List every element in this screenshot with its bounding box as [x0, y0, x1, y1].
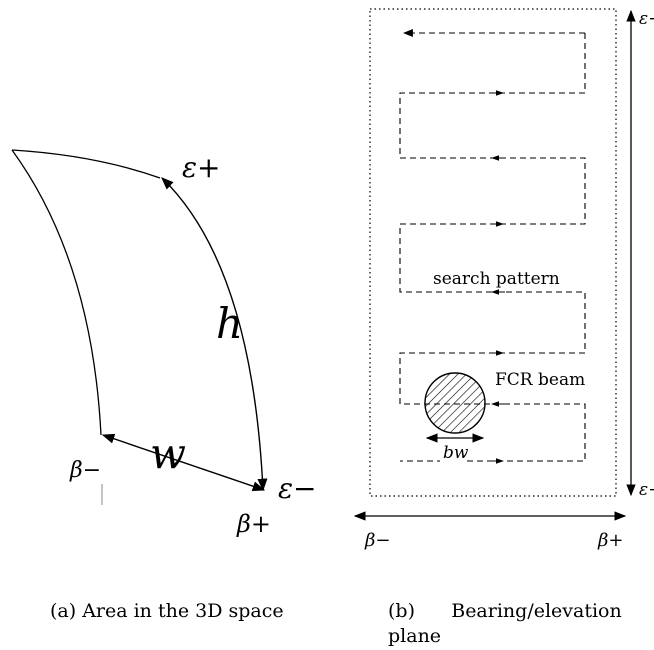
label-beta-plus-b: β+ [597, 530, 624, 551]
search-area-border [370, 9, 616, 496]
fcr-beam [425, 373, 485, 433]
label-eps-minus-b: ε− [639, 480, 654, 500]
label-eps-plus-a: ε+ [182, 151, 221, 184]
label-bw: bw [443, 443, 469, 463]
area-top-edge [12, 150, 160, 178]
caption-b-line1: (b) Bearing/elevation [388, 599, 622, 624]
label-eps-minus-a: ε− [278, 472, 317, 505]
label-h: h [216, 299, 243, 348]
area-left-edge [12, 150, 101, 435]
caption-a: (a) Area in the 3D space [50, 599, 284, 624]
label-beta-plus-a: β+ [236, 510, 271, 538]
label-w: w [150, 429, 186, 478]
label-fcr-beam: FCR beam [495, 370, 585, 390]
label-eps-plus-b: ε+ [639, 9, 654, 29]
label-beta-minus-b: β− [364, 530, 391, 551]
caption-b-line2: plane [388, 624, 441, 649]
label-search-pattern: search pattern [433, 269, 560, 289]
label-beta-minus-a: β− [69, 458, 101, 483]
